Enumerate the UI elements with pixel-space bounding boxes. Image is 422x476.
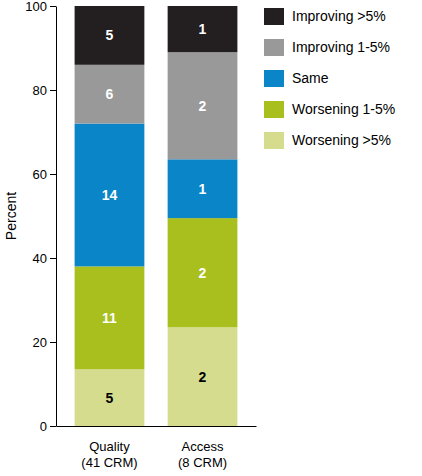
legend-label: Improving 1-5% (292, 39, 390, 55)
legend-item: Worsening 1-5% (264, 101, 395, 118)
bar-segment (168, 327, 238, 426)
chart: 5 11 14 6 5 2 2 1 2 1 0 20 40 60 80 100 Quality(41 CRM) A… (0, 0, 422, 476)
x-axis: Quality(41 CRM) Access(8 CRM) (57, 426, 257, 470)
x-tick: Quality(41 CRM) (81, 426, 137, 470)
data-label: 11 (102, 310, 117, 326)
y-tick-label: 60 (33, 167, 47, 182)
bar-segment (168, 218, 238, 327)
bar-segment (168, 159, 238, 218)
legend-label: Worsening >5% (292, 132, 391, 148)
y-axis-line (56, 7, 57, 427)
x-tick-label: Access(8 CRM) (178, 439, 227, 470)
y-tick: 100 (25, 0, 56, 14)
x-tick-label: Quality(41 CRM) (81, 439, 137, 470)
legend: Improving >5% Improving 1-5% Same Worsening… (264, 8, 395, 149)
y-tick: 20 (33, 335, 56, 350)
legend-item: Improving >5% (264, 8, 386, 25)
y-tick-label: 0 (40, 419, 47, 434)
y-tick-label: 20 (33, 335, 47, 350)
y-tick-mark (50, 258, 56, 259)
legend-swatch (264, 70, 284, 87)
bar-segment (75, 65, 145, 124)
y-axis-title: Percent (3, 192, 19, 240)
legend-item: Same (264, 70, 329, 87)
data-label: 2 (199, 369, 207, 385)
y-tick-mark (50, 6, 56, 7)
legend-item: Improving 1-5% (264, 39, 390, 56)
legend-swatch (264, 132, 284, 149)
y-tick: 40 (33, 251, 56, 266)
bar-segment (168, 6, 238, 52)
y-tick-mark (50, 174, 56, 175)
bars (75, 6, 238, 426)
legend-swatch (264, 8, 284, 25)
y-tick-mark (50, 342, 56, 343)
legend-label: Same (292, 70, 329, 86)
x-tick: Access(8 CRM) (178, 426, 227, 470)
y-tick-label: 40 (33, 251, 47, 266)
data-label: 5 (106, 390, 114, 406)
data-label: 2 (199, 98, 207, 114)
data-label: 14 (102, 187, 118, 203)
bar-segment (75, 6, 145, 65)
y-tick-label: 100 (25, 0, 47, 14)
bar-segment (168, 52, 238, 159)
legend-item: Worsening >5% (264, 132, 391, 149)
bar-segment (75, 266, 145, 369)
bar-segment (75, 124, 145, 267)
legend-label: Improving >5% (292, 8, 386, 24)
data-labels: 5 11 14 6 5 2 2 1 2 1 (102, 21, 207, 406)
x-axis-line (57, 426, 257, 427)
y-axis: 0 20 40 60 80 100 (25, 0, 56, 434)
y-tick: 0 (40, 419, 56, 434)
y-tick-mark (50, 90, 56, 91)
legend-label: Worsening 1-5% (292, 101, 395, 117)
y-tick: 60 (33, 167, 56, 182)
data-label: 6 (106, 86, 114, 102)
data-label: 2 (199, 265, 207, 281)
y-tick-label: 80 (33, 83, 47, 98)
y-tick: 80 (33, 83, 56, 98)
y-tick-mark (50, 426, 56, 427)
data-label: 1 (199, 21, 207, 37)
legend-swatch (264, 101, 284, 118)
data-label: 1 (199, 181, 207, 197)
legend-swatch (264, 39, 284, 56)
data-label: 5 (106, 27, 114, 43)
bar-segment (75, 369, 145, 426)
